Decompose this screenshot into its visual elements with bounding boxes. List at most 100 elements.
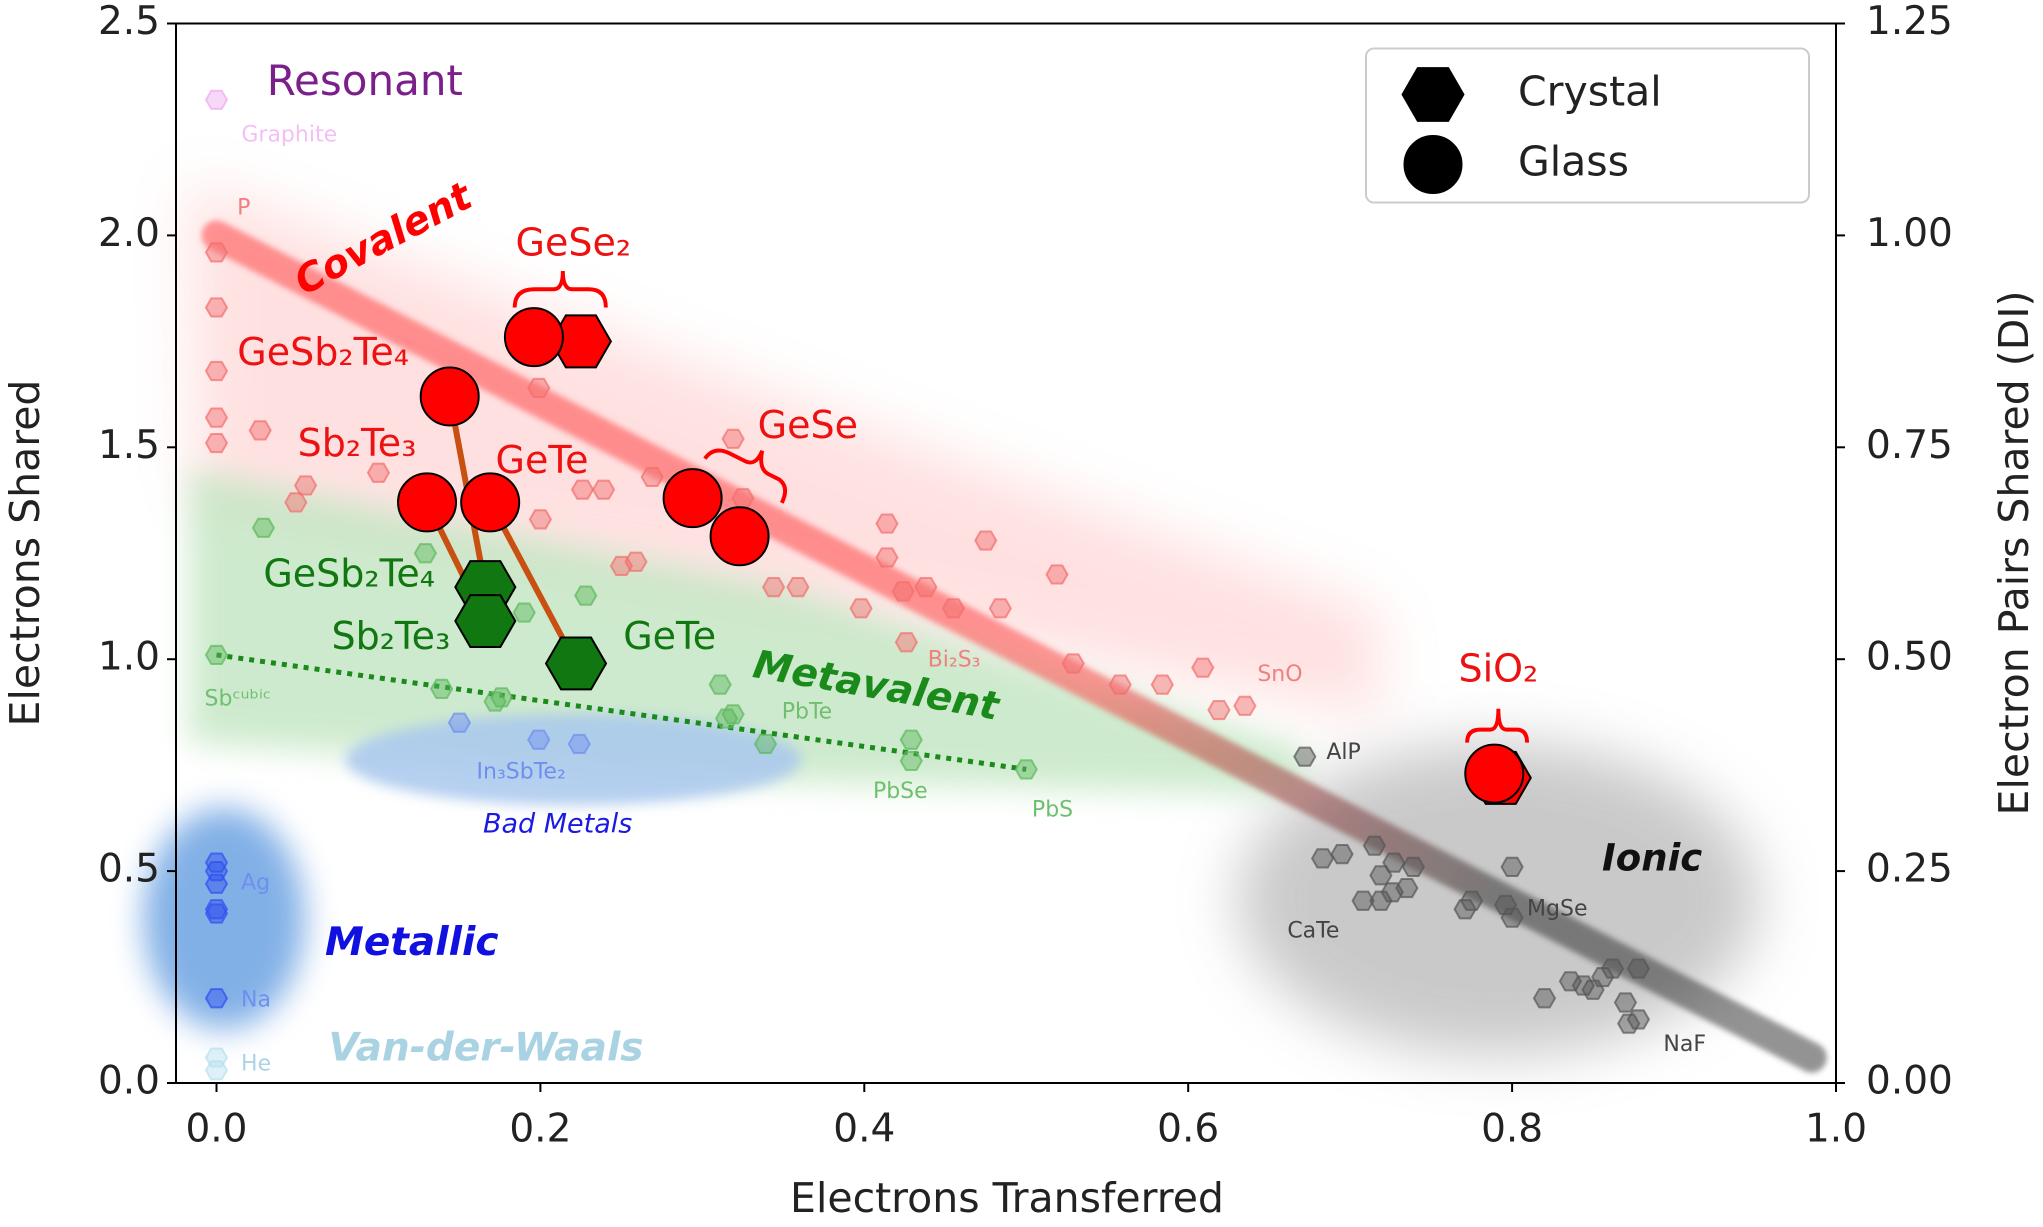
- reference-point: [708, 674, 732, 695]
- reference-point: [1362, 835, 1387, 856]
- legend-marker: [1401, 67, 1465, 122]
- reference-point: [567, 733, 591, 755]
- legend-label: Crystal: [1518, 68, 1662, 116]
- highlight-point: [419, 366, 480, 427]
- reference-point: [1330, 844, 1354, 865]
- reference-point: [1369, 890, 1393, 911]
- reference-point: [891, 581, 915, 602]
- highlight-point: [460, 472, 521, 533]
- legend-box: [1365, 47, 1810, 204]
- reference-point: [1459, 890, 1484, 911]
- covalent-region: [188, 182, 1382, 717]
- y-axis-title: Electrons Shared: [1, 380, 49, 727]
- reference-point: [483, 691, 507, 712]
- point-label: MgSe: [1527, 896, 1587, 921]
- point-label: In₃SbTe₂: [477, 760, 566, 785]
- y-tick-label: 0.0: [98, 1059, 160, 1104]
- reference-point: [1207, 699, 1231, 721]
- y2-tick-label: 1.25: [1866, 0, 1953, 44]
- y2-tick-label: 0.00: [1866, 1059, 1953, 1104]
- reference-point: [1108, 674, 1132, 695]
- highlight-point: [1464, 743, 1525, 804]
- reference-point: [1613, 992, 1638, 1013]
- x-tick-label: 0.4: [833, 1107, 895, 1152]
- y-tick-label: 0.5: [98, 847, 160, 892]
- reference-point: [1061, 653, 1085, 674]
- region-label: Bad Metals: [483, 808, 632, 839]
- reference-point: [1351, 890, 1375, 911]
- reference-point: [204, 89, 229, 110]
- reference-point: [251, 517, 276, 538]
- reference-point: [1045, 564, 1069, 585]
- highlight-point: [709, 506, 770, 567]
- reference-point: [1310, 848, 1335, 869]
- reference-point: [1500, 907, 1524, 928]
- point-label: Sbᶜᵘᵇⁱᶜ: [205, 687, 271, 712]
- point-label: NaF: [1663, 1032, 1706, 1057]
- point-label: GeTe: [496, 438, 589, 482]
- reference-point: [988, 598, 1012, 619]
- point-label: GeSb₂Te₄: [237, 330, 409, 374]
- reference-point: [1626, 1009, 1651, 1030]
- point-label: Graphite: [241, 123, 337, 148]
- reference-point: [624, 551, 648, 572]
- highlight-point: [662, 468, 723, 529]
- reference-point: [204, 432, 229, 454]
- legend-label: Glass: [1518, 138, 1629, 186]
- trend-band: [201, 220, 1827, 1073]
- reference-point: [204, 360, 229, 382]
- reference-point: [974, 530, 998, 551]
- metavalent-region: [188, 469, 1303, 795]
- point-label: PbSe: [873, 779, 928, 804]
- highlight-point: [454, 594, 517, 649]
- y2-tick-label: 1.00: [1866, 211, 1953, 256]
- highlight-point: [397, 472, 458, 533]
- y-tick-label: 1.0: [98, 635, 160, 680]
- highlight-point: [503, 307, 564, 368]
- reference-point: [570, 479, 595, 500]
- reference-point: [721, 428, 745, 449]
- y-tick-label: 1.5: [98, 423, 160, 468]
- brace: [512, 270, 608, 308]
- reference-point: [204, 1060, 229, 1081]
- x-tick-label: 0.0: [185, 1107, 247, 1152]
- y2-tick-label: 0.50: [1866, 635, 1953, 680]
- highlight-point: [544, 636, 608, 691]
- legend-marker: [1403, 135, 1463, 194]
- bad-metals-region: [345, 714, 802, 806]
- point-label: GeSe: [758, 403, 858, 447]
- reference-point: [875, 547, 899, 568]
- reference-point: [512, 602, 536, 623]
- reference-point: [1500, 856, 1524, 877]
- x-axis-title: Electrons Transferred: [790, 1174, 1224, 1222]
- reference-point: [894, 632, 919, 653]
- reference-point: [1150, 674, 1174, 695]
- reference-point: [875, 513, 899, 534]
- reference-point: [528, 509, 553, 530]
- reference-point: [1191, 657, 1215, 678]
- reference-point: [527, 729, 551, 750]
- region-label: Ionic: [1602, 836, 1702, 879]
- point-label: PbS: [1032, 797, 1073, 822]
- reference-point: [429, 678, 454, 699]
- brace: [703, 448, 788, 504]
- reference-point: [761, 577, 786, 598]
- point-label: Na: [241, 988, 271, 1013]
- reference-point: [204, 297, 229, 318]
- reference-point: [248, 420, 272, 441]
- region-label: Van-der-Waals: [328, 1026, 643, 1071]
- reference-point: [1382, 852, 1406, 873]
- point-label: P: [237, 195, 250, 220]
- point-label: He: [241, 1051, 271, 1076]
- x-tick-label: 0.8: [1481, 1107, 1543, 1152]
- reference-point: [293, 475, 318, 496]
- reference-point: [1014, 759, 1038, 780]
- reference-point: [366, 462, 391, 483]
- reference-point: [1591, 966, 1615, 988]
- point-label: Sb₂Te₃: [331, 614, 450, 658]
- reference-point: [204, 988, 229, 1009]
- point-label: PbTe: [782, 700, 832, 725]
- reference-point: [849, 598, 873, 619]
- reference-point: [1626, 958, 1651, 979]
- reference-point: [1401, 856, 1425, 877]
